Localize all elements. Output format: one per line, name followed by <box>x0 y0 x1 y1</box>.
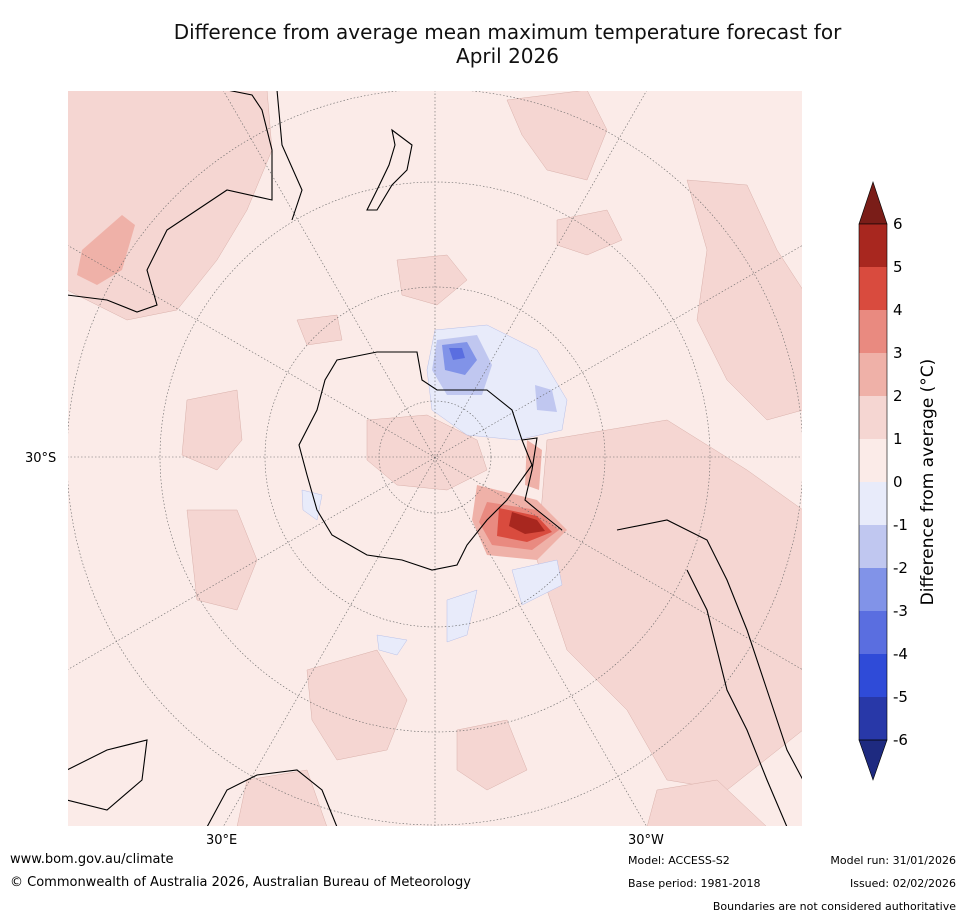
colorbar-tick-3: 3 <box>893 344 903 362</box>
anomaly-minus-4-to-minus-3-patch <box>449 348 465 360</box>
colorbar-tick-0: 0 <box>893 473 903 491</box>
lon-label-30w: 30°W <box>628 833 664 848</box>
colorbar-tick-5: 5 <box>893 258 903 276</box>
colorbar-segment-5-to-6 <box>859 224 887 267</box>
model-run: Model run: 31/01/2026 <box>830 854 956 867</box>
boundary-disclaimer: Boundaries are not considered authoritat… <box>712 900 956 913</box>
colorbar-tick-2: 2 <box>893 387 903 405</box>
colorbar-extend-high <box>858 181 888 225</box>
copyright-notice: © Commonwealth of Australia 2026, Austra… <box>10 875 471 890</box>
website-link[interactable]: www.bom.gov.au/climate <box>10 852 174 867</box>
title-line-1: Difference from average mean maximum tem… <box>173 20 842 44</box>
colorbar-segment-0-to-1 <box>859 439 887 482</box>
colorbar-title: Difference from average (°C) <box>918 358 938 606</box>
colorbar-segment-3-to-4 <box>859 310 887 353</box>
graticule <box>67 90 803 827</box>
colorbar-tick-m4: -4 <box>893 645 908 663</box>
colorbar-segment-minus-6-to-minus-5 <box>859 697 887 740</box>
colorbar-segment-4-to-5 <box>859 267 887 310</box>
title-line-2: April 2026 <box>456 44 559 68</box>
colorbar-tick-1: 1 <box>893 430 903 448</box>
base-period: Base period: 1981-2018 <box>628 877 761 890</box>
forecast-map <box>67 90 803 827</box>
colorbar-tick-6: 6 <box>893 215 903 233</box>
colorbar-extend-low <box>858 739 888 781</box>
issued-date: Issued: 02/02/2026 <box>849 877 956 890</box>
colorbar-tick-m6: -6 <box>893 731 908 749</box>
colorbar-tick-4: 4 <box>893 301 903 319</box>
coastlines <box>67 90 803 827</box>
colorbar <box>855 180 891 786</box>
anomaly-5-to-6-patch <box>509 512 545 534</box>
colorbar-tick-m1: -1 <box>893 516 908 534</box>
colorbar-segment-minus-4-to-minus-3 <box>859 611 887 654</box>
lat-label-30s: 30°S <box>25 451 57 466</box>
colorbar-segment-minus-2-to-minus-1 <box>859 525 887 568</box>
colorbar-tick-m2: -2 <box>893 559 908 577</box>
colorbar-segment-minus-1-to-0 <box>859 482 887 525</box>
colorbar-tick-m5: -5 <box>893 688 908 706</box>
colorbar-segment-minus-3-to-minus-2 <box>859 568 887 611</box>
map-title: Difference from average mean maximum tem… <box>60 20 955 68</box>
colorbar-tick-m3: -3 <box>893 602 908 620</box>
lon-label-30e: 30°E <box>206 833 238 848</box>
colorbar-segment-minus-5-to-minus-4 <box>859 654 887 697</box>
model-name: Model: ACCESS-S2 <box>628 854 730 867</box>
colorbar-segment-2-to-3 <box>859 353 887 396</box>
anomaly-minus-2-to-minus-1-patch-east <box>535 385 557 412</box>
colorbar-segment-1-to-2 <box>859 396 887 439</box>
